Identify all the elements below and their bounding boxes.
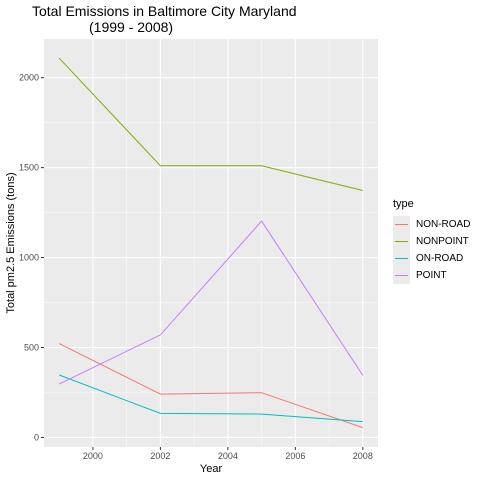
y-tick-label: 500 xyxy=(24,343,39,353)
x-tick-label: 2002 xyxy=(150,451,170,461)
legend-title: type xyxy=(393,198,414,210)
legend-item-nonpoint: NONPOINT xyxy=(393,233,470,250)
y-axis-label: Total pm2.5 Emissions (tons) xyxy=(5,172,17,313)
legend-item-point: POINT xyxy=(393,267,470,284)
series-line-nonpoint xyxy=(58,57,363,191)
series-line-point xyxy=(58,220,364,385)
legend-swatch xyxy=(395,241,408,242)
x-tick-label: 2008 xyxy=(353,451,373,461)
chart-title: Total Emissions in Baltimore City Maryla… xyxy=(32,3,297,35)
axes: 2000 2002 2004 2006 2008 0 500 1000 1500 2000 xyxy=(19,73,373,461)
series-line-non-road xyxy=(58,343,363,429)
x-tick-label: 2006 xyxy=(285,451,305,461)
series-line-on-road xyxy=(59,374,363,423)
legend-swatch xyxy=(395,224,408,225)
minor-gridlines xyxy=(44,39,378,447)
legend-key xyxy=(393,216,410,233)
y-tick-label: 0 xyxy=(34,432,39,442)
legend-item-on-road: ON-ROAD xyxy=(393,250,470,267)
major-gridlines xyxy=(44,39,378,447)
series-lines xyxy=(58,57,364,429)
legend-key xyxy=(393,233,410,250)
chart-title-main: Total Emissions in Baltimore City Maryla… xyxy=(32,3,297,19)
y-tick-label: 1000 xyxy=(19,253,39,263)
legend-label: POINT xyxy=(416,270,447,281)
legend-key xyxy=(393,267,410,284)
legend-label: ON-ROAD xyxy=(416,253,464,264)
legend: type NON-ROAD NONPOINT ON-ROAD POINT xyxy=(393,198,470,284)
chart-subtitle: (1999 - 2008) xyxy=(89,19,174,35)
x-axis-label: Year xyxy=(200,463,223,475)
x-tick-label: 2004 xyxy=(218,451,238,461)
legend-swatch xyxy=(395,275,408,276)
legend-item-non-road: NON-ROAD xyxy=(393,216,470,233)
y-tick-label: 2000 xyxy=(19,73,39,83)
legend-key xyxy=(393,250,410,267)
plot-panel xyxy=(44,39,378,447)
legend-label: NONPOINT xyxy=(416,236,469,247)
y-tick-label: 1500 xyxy=(19,163,39,173)
x-tick-label: 2000 xyxy=(83,451,103,461)
legend-swatch xyxy=(395,258,408,259)
legend-label: NON-ROAD xyxy=(416,219,471,230)
